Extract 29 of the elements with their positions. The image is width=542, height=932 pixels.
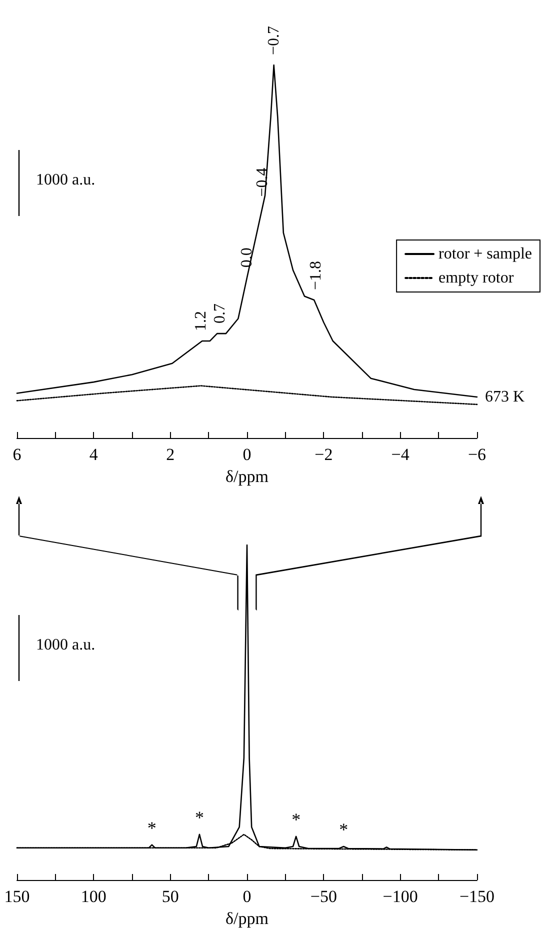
x-tick-label: 50 bbox=[162, 887, 179, 906]
x-tick-label: −100 bbox=[382, 887, 418, 906]
x-tick-label: 150 bbox=[4, 887, 30, 906]
x-tick-label: 0 bbox=[242, 445, 252, 464]
x-tick-label: 4 bbox=[89, 445, 98, 464]
annotation: * bbox=[194, 807, 204, 828]
annotation: * bbox=[339, 820, 348, 840]
x-tick-label: 6 bbox=[12, 445, 22, 464]
annotation: 1000 a.u. bbox=[36, 636, 96, 654]
x-tick-label: −50 bbox=[310, 887, 337, 906]
x-tick-label: −150 bbox=[459, 887, 495, 906]
x-tick-label: −2 bbox=[314, 445, 333, 464]
x-tick-label: 100 bbox=[80, 887, 106, 906]
annotation: * bbox=[147, 818, 156, 838]
x-tick-label: −4 bbox=[391, 445, 410, 464]
annotation: −0.7 bbox=[265, 26, 282, 55]
annotation: −1.8 bbox=[308, 260, 324, 290]
legend-label: empty rotor bbox=[438, 270, 514, 286]
annotation: 1000 a.u. bbox=[36, 172, 96, 188]
x-tick-label: 0 bbox=[242, 887, 252, 906]
annotation: 0.7 bbox=[212, 304, 229, 324]
annotation: 1.2 bbox=[192, 311, 210, 332]
x-tick-label: 2 bbox=[166, 445, 175, 464]
x-axis-title: δ/ppm bbox=[226, 909, 268, 928]
text: 673 K bbox=[485, 388, 525, 406]
x-axis-title: δ/ppm bbox=[226, 467, 268, 486]
annotation: * bbox=[292, 809, 301, 830]
legend-label: rotor + sample bbox=[438, 246, 532, 262]
x-tick-label: −6 bbox=[468, 445, 486, 464]
